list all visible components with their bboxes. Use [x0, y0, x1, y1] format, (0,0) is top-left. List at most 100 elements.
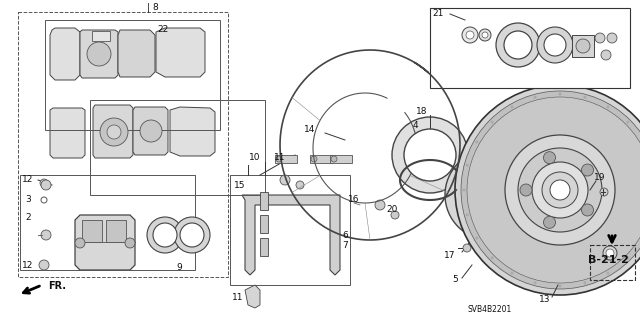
Polygon shape	[133, 107, 168, 155]
Circle shape	[576, 39, 590, 53]
Circle shape	[40, 179, 48, 187]
Text: 15: 15	[234, 181, 246, 189]
Bar	[82, 220, 102, 242]
Circle shape	[461, 91, 640, 289]
Circle shape	[534, 281, 537, 284]
Circle shape	[504, 31, 532, 59]
Text: 11: 11	[275, 153, 285, 162]
Circle shape	[125, 238, 135, 248]
Text: 14: 14	[304, 125, 316, 135]
Text: SVB4B2201: SVB4B2201	[468, 306, 512, 315]
Circle shape	[518, 148, 602, 232]
Circle shape	[276, 156, 282, 162]
Text: 2: 2	[25, 213, 31, 222]
Circle shape	[491, 121, 493, 124]
Circle shape	[41, 230, 51, 240]
Polygon shape	[242, 195, 340, 275]
Circle shape	[311, 156, 317, 162]
Circle shape	[509, 36, 527, 54]
Bar	[90, 100, 265, 195]
Text: 8: 8	[152, 4, 158, 12]
Circle shape	[147, 217, 183, 253]
Circle shape	[513, 200, 520, 208]
Bar	[590, 245, 635, 280]
Circle shape	[331, 156, 337, 162]
Circle shape	[486, 219, 494, 227]
Circle shape	[595, 33, 605, 43]
Text: 20: 20	[387, 205, 397, 214]
Circle shape	[296, 181, 304, 189]
Bar	[310, 155, 332, 163]
Text: FR.: FR.	[48, 281, 66, 291]
Circle shape	[601, 50, 611, 60]
Polygon shape	[170, 107, 215, 156]
Circle shape	[550, 180, 570, 200]
Circle shape	[445, 150, 535, 240]
Polygon shape	[118, 30, 155, 77]
Bar	[260, 238, 268, 256]
Circle shape	[87, 42, 111, 66]
Circle shape	[470, 168, 477, 176]
Circle shape	[559, 285, 561, 287]
Circle shape	[583, 281, 586, 284]
Text: 22: 22	[157, 26, 168, 34]
Circle shape	[496, 23, 540, 67]
Circle shape	[480, 185, 500, 205]
Bar	[20, 175, 195, 270]
Text: 16: 16	[348, 196, 360, 204]
Circle shape	[476, 236, 478, 240]
Circle shape	[375, 200, 385, 210]
Circle shape	[543, 152, 556, 164]
Bar	[230, 175, 350, 285]
Circle shape	[75, 238, 85, 248]
Circle shape	[534, 96, 537, 99]
Circle shape	[412, 137, 448, 173]
Text: 4: 4	[412, 121, 418, 130]
Circle shape	[420, 145, 440, 165]
Bar	[572, 35, 594, 57]
Circle shape	[543, 216, 556, 228]
Circle shape	[583, 96, 586, 99]
Polygon shape	[80, 30, 118, 78]
Circle shape	[582, 164, 593, 176]
Bar	[45, 20, 220, 130]
Bar	[330, 155, 352, 163]
Circle shape	[532, 162, 588, 218]
Circle shape	[41, 180, 51, 190]
Text: 17: 17	[444, 250, 456, 259]
Bar	[275, 155, 297, 163]
Text: 12: 12	[22, 175, 34, 184]
Bar	[106, 220, 126, 242]
Circle shape	[392, 117, 468, 193]
Circle shape	[391, 211, 399, 219]
Text: 12: 12	[22, 261, 34, 270]
Circle shape	[466, 213, 468, 216]
Circle shape	[463, 244, 471, 252]
Circle shape	[467, 97, 640, 283]
Bar	[260, 215, 268, 233]
Circle shape	[153, 223, 177, 247]
Circle shape	[544, 34, 566, 56]
Circle shape	[502, 168, 511, 176]
Circle shape	[520, 184, 532, 196]
Text: 18: 18	[416, 108, 428, 116]
Circle shape	[472, 177, 508, 213]
Bar	[18, 12, 228, 277]
Circle shape	[479, 29, 491, 41]
Circle shape	[627, 256, 629, 259]
Circle shape	[542, 172, 578, 208]
Circle shape	[600, 188, 608, 196]
Circle shape	[174, 217, 210, 253]
Bar	[260, 192, 268, 210]
Polygon shape	[50, 108, 85, 158]
Circle shape	[511, 105, 513, 108]
Circle shape	[180, 223, 204, 247]
Circle shape	[607, 33, 617, 43]
Circle shape	[476, 140, 478, 144]
Circle shape	[505, 135, 615, 245]
Text: 9: 9	[176, 263, 182, 271]
Polygon shape	[245, 285, 260, 308]
Circle shape	[280, 175, 290, 185]
Text: 7: 7	[342, 241, 348, 249]
Circle shape	[404, 129, 456, 181]
